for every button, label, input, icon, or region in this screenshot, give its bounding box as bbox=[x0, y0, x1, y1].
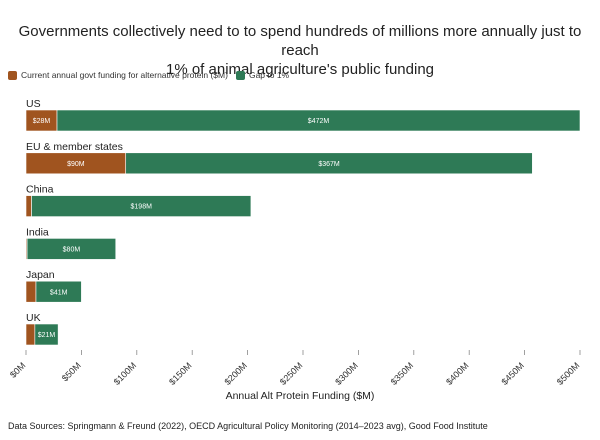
x-tick-label-400: $400M bbox=[444, 360, 471, 387]
bar-uk-gap bbox=[34, 323, 59, 346]
x-tick-label-300: $300M bbox=[333, 360, 360, 387]
x-tick-label-450: $450M bbox=[499, 360, 526, 387]
x-tick-label-500: $500M bbox=[555, 360, 582, 387]
x-tick-label-350: $350M bbox=[389, 360, 416, 387]
x-tick-label-50: $50M bbox=[60, 360, 83, 383]
x-tick-label-200: $200M bbox=[222, 360, 249, 387]
category-label-us: US bbox=[26, 98, 41, 110]
category-label-japan: Japan bbox=[26, 269, 55, 281]
x-tick-label-0: $0M bbox=[8, 360, 27, 379]
data-label-eu-member-states-current-funding: $90M bbox=[67, 161, 85, 168]
data-label-china-gap: $198M bbox=[131, 204, 153, 211]
bar-uk-current-funding bbox=[25, 323, 36, 346]
x-tick-label-100: $100M bbox=[112, 360, 139, 387]
data-label-india-gap: $80M bbox=[63, 247, 81, 254]
bar-japan-gap bbox=[35, 280, 82, 303]
legend-swatch-current-funding bbox=[8, 70, 17, 80]
x-axis-title: Annual Alt Protein Funding ($M) bbox=[225, 390, 375, 402]
chart-title-line-1: Governments collectively need to to spen… bbox=[18, 23, 582, 59]
data-label-us-gap: $472M bbox=[308, 118, 330, 125]
x-tick-label-250: $250M bbox=[278, 360, 305, 387]
legend-item-gap: Gap to 1% bbox=[235, 70, 290, 80]
data-label-japan-gap: $41M bbox=[50, 289, 68, 296]
data-label-us-current-funding: $28M bbox=[33, 118, 51, 125]
chart-title-line-2: 1% of animal agriculture's public fundin… bbox=[165, 61, 434, 78]
chart-title: Governments collectively need to to spen… bbox=[0, 22, 600, 79]
bar-india-gap bbox=[26, 238, 117, 260]
category-label-uk: UK bbox=[26, 312, 41, 324]
legend-label-gap: Gap to 1% bbox=[248, 70, 290, 80]
category-label-china: China bbox=[26, 184, 54, 196]
chart-legend: Current annual govt funding for alternat… bbox=[8, 70, 297, 80]
bar-china-current-funding bbox=[25, 195, 32, 217]
data-label-eu-member-states-gap: $367M bbox=[318, 161, 340, 168]
category-label-india: India bbox=[26, 226, 49, 238]
data-label-uk-gap: $21M bbox=[38, 332, 56, 339]
x-tick-label-150: $150M bbox=[167, 360, 194, 387]
bar-china-gap bbox=[31, 195, 252, 217]
legend-label-current-funding: Current annual govt funding for alternat… bbox=[21, 70, 228, 80]
legend-swatch-gap bbox=[235, 70, 245, 80]
data-source-note: Data Sources: Springmann & Freund (2022)… bbox=[8, 421, 488, 431]
legend-item-current-funding: Current annual govt funding for alternat… bbox=[8, 70, 228, 80]
bar-japan-current-funding bbox=[25, 280, 37, 303]
bar-us-gap bbox=[56, 109, 581, 132]
category-label-eu-member-states: EU & member states bbox=[26, 141, 123, 153]
bar-eu-member-states-gap bbox=[125, 152, 533, 175]
